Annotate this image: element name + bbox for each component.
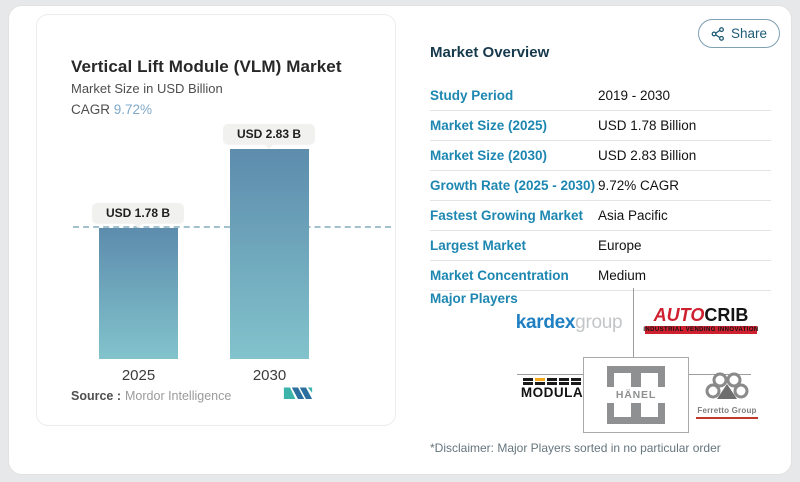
- mordor-intelligence-logo: [283, 387, 313, 399]
- row-value: 9.72% CAGR: [598, 178, 680, 193]
- haenel-bottom-bar: [631, 403, 641, 424]
- row-label: Market Size (2030): [430, 148, 548, 163]
- table-row: Market Concentration Medium: [430, 261, 771, 291]
- ferretto-clover-icon: [705, 372, 749, 399]
- row-label: Market Concentration: [430, 268, 569, 283]
- haenel-logo-box: HÄNEL: [583, 357, 689, 433]
- haenel-text-band: HÄNEL: [605, 387, 667, 403]
- table-row: Study Period 2019 - 2030: [430, 81, 771, 111]
- source-label: Source :: [71, 389, 122, 403]
- haenel-logo: HÄNEL: [605, 366, 667, 424]
- chart-cagr: CAGR 9.72%: [71, 102, 152, 117]
- logo-grid-vertical-divider: [633, 288, 634, 358]
- cagr-label: CAGR: [71, 102, 111, 117]
- row-value: USD 1.78 Billion: [598, 118, 697, 133]
- row-label: Study Period: [430, 88, 514, 103]
- row-label: Largest Market: [430, 238, 527, 253]
- share-label: Share: [730, 26, 768, 41]
- modula-dash: [535, 382, 545, 385]
- autocrib-auto-text: AUTO: [653, 305, 705, 325]
- value-tooltip-2025: USD 1.78 B: [92, 203, 184, 223]
- bar-2030[interactable]: [230, 149, 309, 359]
- modula-dash: [559, 378, 569, 381]
- ferretto-red-underline: [696, 416, 758, 419]
- modula-logo: MODULA: [514, 378, 590, 400]
- modula-dash-orange: [535, 378, 545, 381]
- share-button[interactable]: Share: [698, 19, 780, 48]
- kardex-group-logo: kardexgroup: [503, 312, 635, 334]
- tooltip-arrow-2030: [264, 144, 274, 149]
- tooltip-arrow-2025: [133, 223, 143, 228]
- chart-subtitle: Market Size in USD Billion: [71, 81, 223, 96]
- share-nodes-icon: [711, 26, 724, 41]
- x-axis-label-2030: 2030: [252, 367, 287, 384]
- market-overview-heading: Market Overview: [430, 44, 550, 61]
- row-label: Fastest Growing Market: [430, 208, 584, 223]
- autocrib-crib-text: CRIB: [704, 305, 749, 325]
- source-row: Source : Mordor Intelligence: [71, 389, 231, 403]
- modula-dash: [559, 382, 569, 385]
- kardex-group-wordmark: group: [575, 312, 623, 333]
- table-row: Fastest Growing Market Asia Pacific: [430, 201, 771, 231]
- logo-grid-horizontal-divider-left: [517, 374, 583, 375]
- modula-dash: [571, 378, 581, 381]
- haenel-top-bar: [631, 366, 641, 387]
- modula-dash: [571, 382, 581, 385]
- modula-dashes-row1: [514, 378, 590, 381]
- modula-dash: [547, 382, 557, 385]
- modula-wordmark: MODULA: [520, 385, 584, 400]
- row-value: 2019 - 2030: [598, 88, 671, 103]
- ferretto-wordmark: Ferretto Group: [697, 406, 757, 415]
- autocrib-tagline: INDUSTRIAL VENDING INNOVATION: [643, 326, 759, 334]
- row-label: Growth Rate (2025 - 2030): [430, 178, 596, 193]
- row-label: Market Size (2025): [430, 118, 548, 133]
- modula-dashes-row2: [514, 382, 590, 385]
- autocrib-logo: AUTOCRIB INDUSTRIAL VENDING INNOVATION: [643, 306, 759, 334]
- table-row: Largest Market Europe: [430, 231, 771, 261]
- ferretto-group-logo: Ferretto Group: [688, 372, 766, 419]
- bar-2025[interactable]: [99, 228, 178, 359]
- market-overview-table: Study Period 2019 - 2030 Market Size (20…: [430, 81, 771, 291]
- chart-title: Vertical Lift Module (VLM) Market: [71, 57, 342, 76]
- source-value: Mordor Intelligence: [125, 389, 232, 403]
- autocrib-wordmark: AUTOCRIB: [645, 306, 757, 324]
- row-value: USD 2.83 Billion: [598, 148, 697, 163]
- table-row: Growth Rate (2025 - 2030) 9.72% CAGR: [430, 171, 771, 201]
- chart-panel: Vertical Lift Module (VLM) Market Market…: [36, 14, 396, 426]
- modula-dash: [547, 378, 557, 381]
- kardex-wordmark: kardex: [515, 312, 576, 333]
- disclaimer-text: *Disclaimer: Major Players sorted in no …: [430, 441, 721, 455]
- major-players-label: Major Players: [430, 291, 518, 306]
- row-value: Europe: [598, 238, 642, 253]
- table-row: Market Size (2025) USD 1.78 Billion: [430, 111, 771, 141]
- value-tooltip-2030: USD 2.83 B: [223, 124, 315, 144]
- cagr-value: 9.72%: [113, 102, 153, 117]
- modula-dash: [523, 378, 533, 381]
- table-row: Market Size (2030) USD 2.83 Billion: [430, 141, 771, 171]
- haenel-wordmark: HÄNEL: [615, 389, 657, 401]
- row-value: Medium: [598, 268, 647, 283]
- modula-dash: [523, 382, 533, 385]
- x-axis-label-2025: 2025: [121, 367, 156, 384]
- row-value: Asia Pacific: [598, 208, 668, 223]
